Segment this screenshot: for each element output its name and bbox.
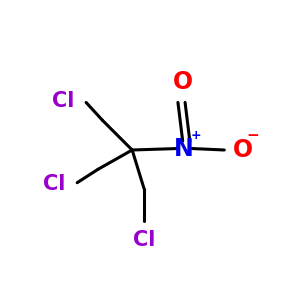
Text: Cl: Cl [133,230,155,250]
Text: O: O [233,138,253,162]
Text: O: O [172,70,193,94]
Text: N: N [174,136,194,160]
Text: −: − [247,128,259,143]
Text: Cl: Cl [43,174,65,194]
Text: +: + [191,129,201,142]
Text: Cl: Cl [52,91,74,111]
